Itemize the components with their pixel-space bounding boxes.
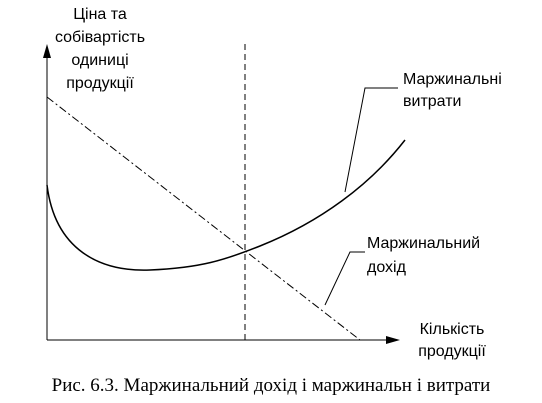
leader-line	[324, 251, 365, 306]
x-arrow	[386, 336, 400, 344]
curve-label: Маржинальні	[403, 71, 502, 88]
y-label: Ціна та	[73, 6, 127, 23]
marginal-revenue-line	[46, 96, 361, 341]
y-label: продукції	[66, 75, 134, 92]
y-label: одиниці	[71, 52, 128, 69]
leader-line	[344, 87, 398, 193]
curve-label: дохід	[367, 259, 407, 276]
y-arrow	[43, 44, 51, 58]
marginal-cost-curve	[46, 139, 406, 271]
x-label: Кількість	[420, 321, 485, 338]
curve-label: Маржинальний	[367, 235, 480, 252]
x-label: продукції	[418, 343, 486, 360]
curve-label: витрати	[403, 93, 461, 110]
y-label: собівартість	[55, 29, 145, 46]
caption: Рис. 6.3. Маржинальний дохід і маржиналь…	[52, 375, 491, 396]
